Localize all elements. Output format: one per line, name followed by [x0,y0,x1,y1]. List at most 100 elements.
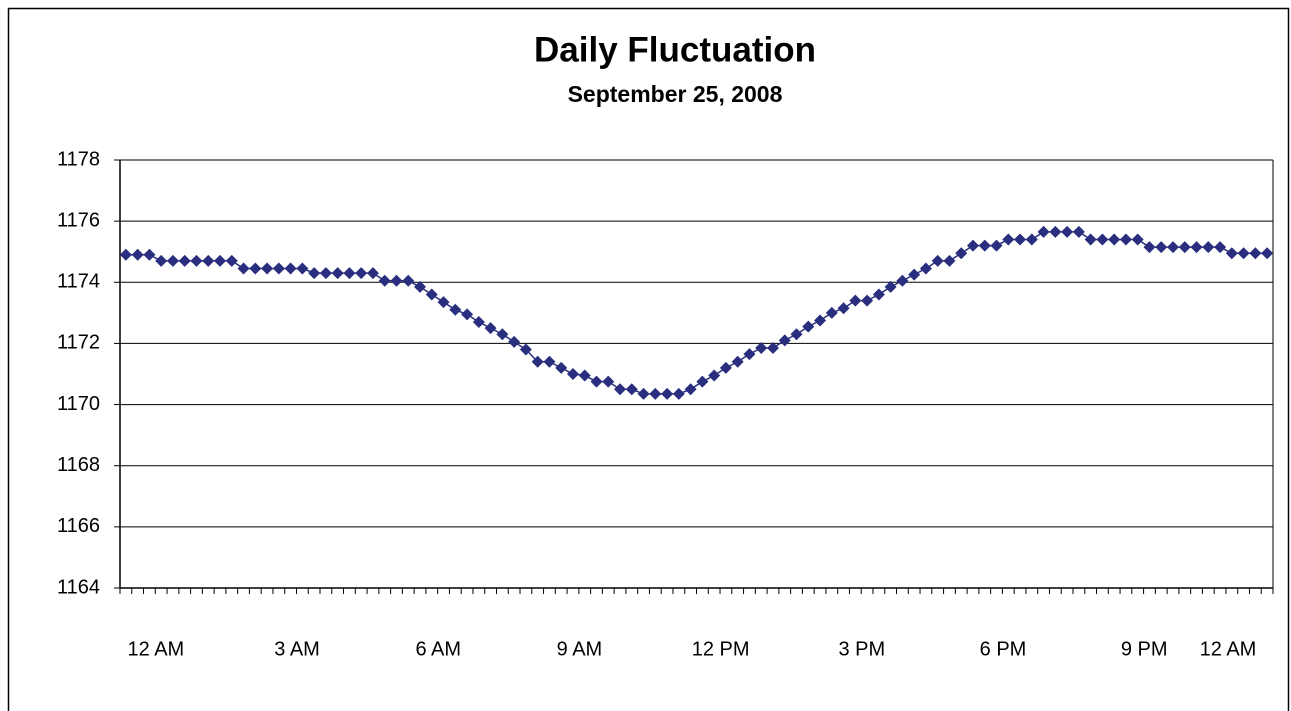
marker [1049,225,1062,238]
marker [1108,233,1121,246]
marker [1131,233,1144,246]
marker [155,254,168,267]
marker [790,328,803,341]
y-tick-label: 1168 [57,454,100,476]
marker [684,383,697,396]
x-tick-label: 12 AM [128,638,185,660]
marker [1261,247,1274,260]
marker [625,383,638,396]
y-tick-label: 1172 [57,332,100,354]
marker [531,355,544,368]
x-tick-label: 12 AM [1200,638,1257,660]
marker [261,262,274,275]
y-tick-label: 1176 [57,209,100,231]
x-tick-label: 6 PM [980,638,1027,660]
marker [519,343,532,356]
x-tick-label: 3 PM [838,638,885,660]
marker [284,262,297,275]
marker [578,369,591,382]
chart-border [7,7,1290,711]
marker [390,274,403,287]
marker [708,369,721,382]
marker [1014,233,1027,246]
marker [1119,233,1132,246]
x-tick-label: 6 AM [415,638,461,660]
x-tick-label: 12 PM [692,638,750,660]
marker [1002,233,1015,246]
marker [1155,241,1168,254]
marker [955,247,968,260]
marker [143,248,156,261]
y-tick-label: 1166 [57,515,100,537]
x-tick-label: 9 PM [1121,638,1168,660]
marker [331,267,344,280]
marker [825,306,838,319]
marker [1214,241,1227,254]
marker [1166,241,1179,254]
marker [966,239,979,252]
marker [496,328,509,341]
marker [990,239,1003,252]
marker [319,267,332,280]
marker [731,355,744,368]
marker [755,342,768,355]
marker [402,274,415,287]
marker [661,387,674,400]
y-tick-label: 1174 [57,271,100,293]
marker [861,294,874,307]
marker [590,375,603,388]
marker [202,254,215,267]
marker [461,308,474,321]
marker [1061,225,1074,238]
marker [1096,233,1109,246]
marker [166,254,179,267]
marker [543,355,556,368]
marker [672,387,685,400]
chart-title: Daily Fluctuation [534,30,816,69]
marker [1202,241,1215,254]
marker [555,361,568,374]
marker [225,254,238,267]
marker [414,280,427,293]
marker [566,368,579,380]
marker [884,280,897,293]
marker [1225,247,1238,260]
marker [614,383,627,396]
marker [178,254,191,267]
marker [719,361,732,374]
marker [1190,241,1203,254]
marker [449,303,462,316]
marker [296,262,309,275]
marker [437,296,450,309]
marker [1025,233,1038,246]
marker [1037,225,1050,238]
marker [649,387,662,400]
marker [237,262,250,275]
y-tick-label: 1178 [57,148,100,170]
marker [1237,247,1250,260]
marker [484,322,497,335]
x-tick-label: 3 AM [274,638,320,660]
marker [343,267,356,280]
marker [378,274,391,287]
marker [978,239,991,252]
marker [1072,225,1085,238]
marker [1143,241,1156,254]
y-tick-label: 1164 [57,576,100,598]
marker [637,387,650,400]
marker [814,314,827,327]
marker [908,268,921,281]
marker [308,267,321,280]
marker [919,262,932,275]
marker [896,274,909,287]
marker [249,262,262,275]
marker [425,288,438,301]
marker [1084,233,1097,246]
y-tick-label: 1170 [57,393,100,415]
marker [131,248,144,261]
marker [508,335,521,348]
marker [214,254,227,267]
marker [743,348,756,361]
marker [366,267,379,280]
